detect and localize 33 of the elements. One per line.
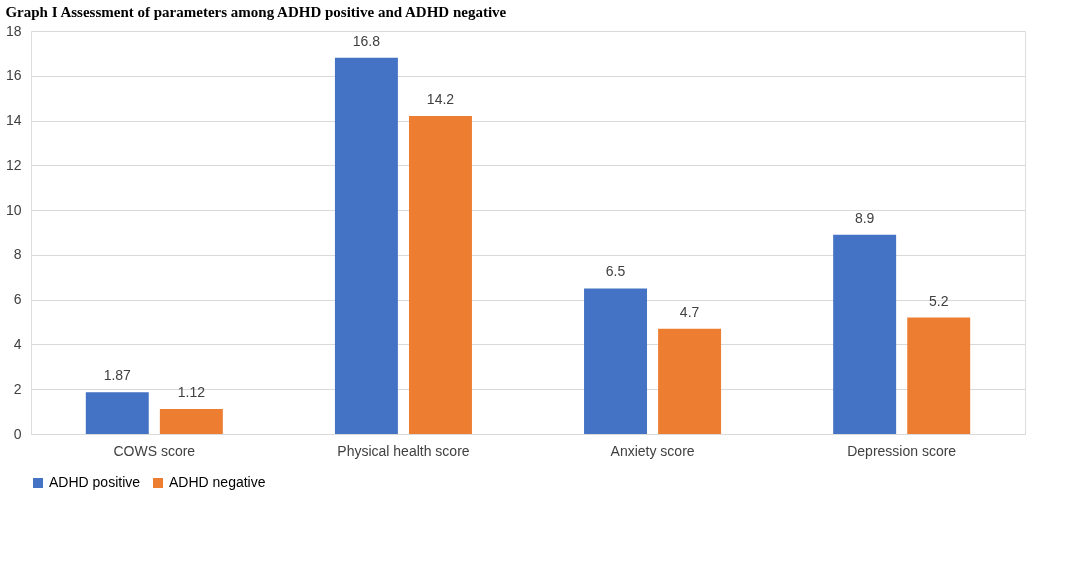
- data-label: 6.5: [605, 263, 626, 280]
- bar: [159, 408, 223, 434]
- y-tick-label: 10: [5, 201, 22, 218]
- data-label: 4.7: [679, 303, 700, 320]
- data-label: 1.12: [177, 383, 206, 400]
- legend-label: ADHD positive: [49, 474, 141, 490]
- data-label: 1.87: [103, 367, 132, 384]
- y-tick-label: 6: [13, 291, 22, 308]
- y-tick-label: 2: [13, 380, 22, 397]
- data-label: 5.2: [928, 292, 949, 309]
- bar: [833, 234, 897, 434]
- bar: [658, 328, 722, 434]
- bar: [408, 116, 472, 434]
- data-label: 8.9: [854, 209, 875, 226]
- y-tick-label: 12: [5, 156, 22, 173]
- x-tick-label: Depression score: [847, 442, 957, 459]
- x-tick-label: Anxiety score: [610, 442, 695, 459]
- x-tick-label: Physical health score: [337, 442, 470, 459]
- y-tick-label: 0: [13, 425, 22, 442]
- y-tick-label: 18: [5, 22, 22, 39]
- chart-title: Graph I Assessment of parameters among ADHD positive and ADHD negative: [5, 4, 507, 20]
- y-tick-label: 16: [5, 67, 22, 84]
- bar: [584, 288, 648, 434]
- bar: [334, 57, 398, 434]
- data-label: 16.8: [352, 32, 381, 49]
- y-tick-label: 14: [5, 112, 22, 129]
- legend-label: ADHD negative: [169, 474, 266, 490]
- data-label: 14.2: [426, 91, 455, 108]
- bar: [907, 317, 971, 434]
- y-tick-label: 8: [13, 246, 22, 263]
- x-tick-label: COWS score: [113, 442, 196, 459]
- bar: [85, 392, 149, 434]
- y-tick-label: 4: [13, 335, 22, 352]
